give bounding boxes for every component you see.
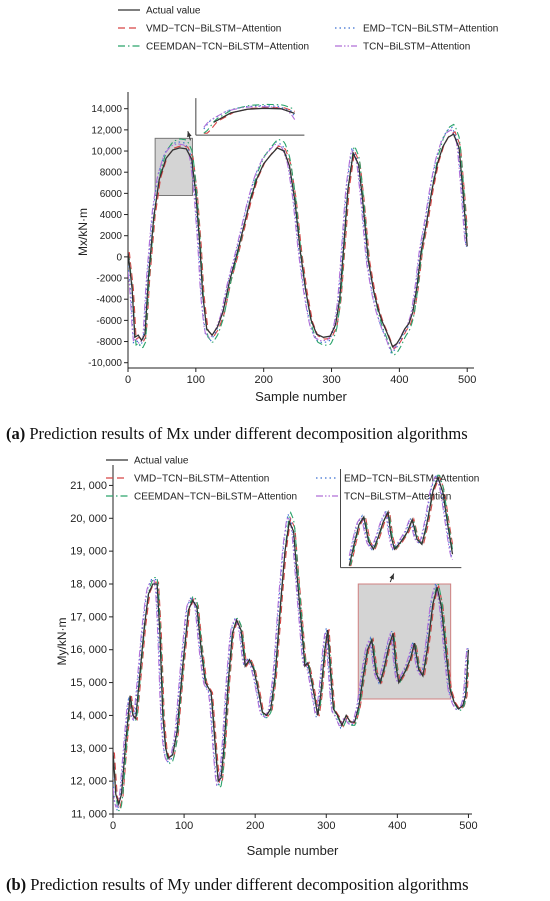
legend-label-4: TCN−BiLSTM−Attention — [363, 42, 470, 53]
legend-label-3: CEEMDAN−TCN−BiLSTM−Attention — [134, 492, 297, 503]
legend-label-2: EMD−TCN−BiLSTM−Attention — [363, 24, 498, 35]
series-group — [128, 123, 468, 356]
y-tick-label: 15, 000 — [70, 677, 107, 689]
zoom-box — [357, 583, 452, 700]
inset-series-line-1 — [349, 474, 454, 567]
x-tick-label: 100 — [175, 820, 193, 832]
zoom-arrow-head — [187, 131, 192, 138]
y-tick-label: 12, 000 — [70, 776, 107, 788]
legend-label-3: CEEMDAN−TCN−BiLSTM−Attention — [146, 42, 309, 53]
y-tick-label: 13, 000 — [70, 743, 107, 755]
inset-background — [195, 98, 305, 136]
series-line-0 — [128, 133, 468, 348]
x-tick-label: 300 — [322, 374, 340, 386]
y-tick-label: 0 — [116, 252, 122, 263]
y-tick-label: 17, 000 — [70, 611, 107, 623]
series-line-1 — [113, 516, 469, 809]
x-tick-label: 400 — [388, 820, 406, 832]
series-group — [113, 511, 470, 813]
x-tick-label: 0 — [110, 820, 116, 832]
x-tick-label: 200 — [246, 820, 264, 832]
x-tick-label: 100 — [187, 374, 205, 386]
series-line-3 — [128, 123, 468, 356]
y-tick-label: -4000 — [96, 295, 122, 306]
inset-series-line-0 — [348, 475, 454, 566]
y-tick-label: 2000 — [100, 231, 123, 242]
y-tick-label: 8000 — [100, 168, 123, 179]
y-tick-label: 12,000 — [91, 125, 122, 136]
legend-label-4: TCN−BiLSTM−Attention — [344, 492, 451, 503]
y-tick-label: -2000 — [96, 274, 122, 285]
legend-label-1: VMD−TCN−BiLSTM−Attention — [134, 474, 269, 485]
y-axis-title: My/kN·m — [55, 618, 69, 666]
y-tick-label: 14, 000 — [70, 710, 107, 722]
caption-b-text: Prediction results of My under different… — [26, 875, 469, 894]
x-tick-label: 500 — [458, 374, 476, 386]
x-tick-label: 0 — [125, 374, 131, 386]
y-tick-label: -6000 — [96, 316, 122, 327]
legend-label-0: Actual value — [134, 456, 189, 467]
y-tick-label: -8000 — [96, 337, 122, 348]
y-tick-label: 4000 — [100, 210, 123, 221]
legend-label-2: EMD−TCN−BiLSTM−Attention — [344, 474, 479, 485]
y-tick-label: -10,000 — [88, 358, 122, 369]
y-tick-label: 21, 000 — [70, 480, 107, 492]
inset-series-line-0 — [213, 107, 295, 123]
chart-my: 0 100 200 300 400 500 11, 000 12, 000 13, 000 14,… — [55, 456, 479, 859]
x-tick-label: 400 — [390, 374, 408, 386]
y-tick-label: 11, 000 — [71, 809, 107, 821]
x-tick-label: 300 — [317, 820, 335, 832]
series-line-2 — [113, 511, 469, 813]
inset-series-line-4 — [348, 476, 453, 560]
y-tick-label: 18, 000 — [70, 579, 107, 591]
caption-b-tag: (b) — [6, 875, 27, 894]
caption-a-text: Prediction results of Mx under different… — [25, 424, 468, 443]
caption-a-tag: (a) — [6, 424, 26, 443]
y-tick-label: 10,000 — [91, 147, 122, 158]
chart-mx: 0 100 200 300 400 500 -10,000 -8000 -6000 -4000 -2… — [76, 6, 498, 405]
zoom-arrow-head — [389, 573, 394, 580]
y-tick-label: 14,000 — [91, 104, 122, 115]
caption-b: (b) Prediction results of My under diffe… — [6, 875, 469, 895]
y-tick-label: 6000 — [100, 189, 123, 200]
x-axis-title: Sample number — [247, 843, 339, 858]
x-tick-label: 200 — [255, 374, 273, 386]
legend-label-0: Actual value — [146, 6, 201, 17]
y-tick-label: 20, 000 — [70, 513, 107, 525]
x-tick-label: 500 — [459, 820, 477, 832]
legend-label-1: VMD−TCN−BiLSTM−Attention — [146, 24, 281, 35]
series-line-0 — [113, 519, 470, 807]
x-axis-title: Sample number — [255, 389, 347, 404]
y-tick-label: 16, 000 — [70, 644, 107, 656]
y-axis-title: Mx/kN·m — [76, 208, 90, 256]
series-line-4 — [128, 129, 468, 352]
caption-a: (a) Prediction results of Mx under diffe… — [6, 424, 468, 444]
y-tick-label: 19, 000 — [70, 546, 107, 558]
